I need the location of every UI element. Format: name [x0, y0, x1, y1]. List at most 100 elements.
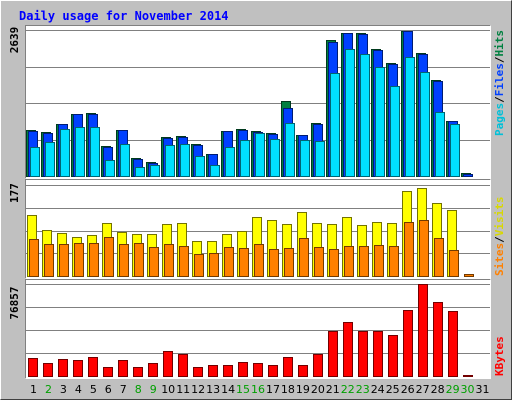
legend-middle: Sites/Visits: [493, 197, 506, 277]
bar-sites-day-1: [29, 239, 39, 277]
bar-pages-day-3: [60, 129, 70, 177]
panel-kbytes: [25, 279, 491, 379]
bar-sites-day-5: [89, 243, 99, 277]
day-label-7: 7: [120, 383, 127, 396]
plot-border-dark: [25, 25, 491, 179]
bar-sites-day-4: [74, 243, 84, 277]
day-label-22: 22: [341, 383, 355, 396]
bar-kbytes-day-28: [433, 302, 443, 377]
day-label-10: 10: [161, 383, 175, 396]
bar-kbytes-day-6: [103, 367, 113, 377]
day-label-2: 2: [45, 383, 52, 396]
day-label-31: 31: [476, 383, 490, 396]
bar-pages-day-24: [375, 67, 385, 177]
bar-kbytes-day-23: [358, 331, 368, 377]
day-label-8: 8: [135, 383, 142, 396]
day-label-25: 25: [386, 383, 400, 396]
bar-kbytes-day-19: [298, 365, 308, 377]
bar-pages-day-6: [105, 160, 115, 177]
bar-kbytes-day-4: [73, 360, 83, 377]
day-label-11: 11: [176, 383, 190, 396]
bar-pages-day-11: [180, 144, 190, 177]
bar-sites-day-11: [179, 246, 189, 277]
legend-pages: Pages: [493, 103, 506, 136]
day-label-26: 26: [401, 383, 415, 396]
day-labels: 1 2 3 4 5 6 7 8 9 10 11 12 13 14 15 16 17 18 19 20 21 22 23 24 2…: [30, 383, 490, 396]
bar-sites-day-3: [59, 244, 69, 277]
day-label-30: 30: [461, 383, 475, 396]
day-label-27: 27: [416, 383, 430, 396]
bar-sites-day-20: [314, 247, 324, 277]
plot-border-dark: [25, 179, 491, 279]
bar-kbytes-day-22: [343, 322, 353, 377]
legend-top: Pages/Files/Hits: [493, 30, 506, 136]
bar-pages-day-13: [210, 165, 220, 177]
bar-sites-day-18: [284, 248, 294, 277]
day-label-14: 14: [221, 383, 235, 396]
bar-kbytes-day-8: [133, 367, 143, 377]
day-label-19: 19: [296, 383, 310, 396]
bar-pages-day-27: [420, 72, 430, 177]
bar-kbytes-day-7: [118, 360, 128, 377]
day-label-1: 1: [30, 383, 37, 396]
bar-pages-day-15: [240, 140, 250, 177]
bar-kbytes-day-16: [253, 363, 263, 377]
day-label-17: 17: [266, 383, 280, 396]
bar-pages-day-12: [195, 156, 205, 177]
bar-sites-day-6: [104, 237, 114, 277]
bar-kbytes-day-11: [178, 354, 188, 377]
bar-pages-day-4: [75, 127, 85, 177]
bar-sites-day-29: [449, 250, 459, 277]
bar-pages-day-1: [30, 147, 40, 177]
max-label-bottom: 76857: [8, 286, 21, 319]
legend-hits: Hits: [493, 30, 506, 57]
legend-separator: /: [493, 56, 506, 63]
bar-kbytes-day-17: [268, 365, 278, 377]
bar-pages-day-26: [405, 57, 415, 177]
bar-kbytes-day-12: [193, 367, 203, 377]
bar-sites-day-15: [239, 248, 249, 277]
bar-kbytes-day-2: [43, 363, 53, 377]
bar-kbytes-day-14: [223, 365, 233, 377]
bar-kbytes-day-24: [373, 331, 383, 377]
bar-sites-day-9: [149, 247, 159, 277]
bar-pages-day-22: [345, 49, 355, 177]
bar-sites-day-8: [134, 243, 144, 277]
bar-kbytes-day-27: [418, 284, 428, 377]
bar-pages-day-20: [315, 141, 325, 177]
plot-border-light: [25, 179, 491, 279]
bar-pages-day-21: [330, 73, 340, 177]
bar-pages-day-17: [270, 139, 280, 177]
legend-sites: Sites: [493, 243, 506, 276]
bar-pages-day-14: [225, 147, 235, 177]
bar-kbytes-day-1: [28, 358, 38, 377]
plot-border-light: [25, 25, 491, 179]
bar-sites-day-7: [119, 244, 129, 277]
panel-pages-files-hits: [25, 25, 491, 179]
bar-sites-day-28: [434, 238, 444, 277]
day-label-29: 29: [446, 383, 460, 396]
bar-pages-day-23: [360, 54, 370, 177]
bar-pages-day-29: [450, 124, 460, 177]
plot-border-light: [25, 279, 491, 379]
legend-kbytes: KBytes: [493, 336, 506, 376]
panel-sites-visits: [25, 179, 491, 279]
legend-visits: Visits: [493, 197, 506, 237]
day-label-24: 24: [371, 383, 385, 396]
max-label-top: 2639: [8, 27, 21, 54]
bar-sites-day-19: [299, 238, 309, 277]
legend-files: Files: [493, 63, 506, 96]
bar-sites-day-14: [224, 247, 234, 277]
day-label-9: 9: [150, 383, 157, 396]
bar-pages-day-5: [90, 127, 100, 177]
bar-files-day-30: [463, 174, 473, 177]
bar-sites-day-12: [194, 254, 204, 277]
bar-sites-day-2: [44, 244, 54, 277]
bar-kbytes-day-30: [463, 375, 473, 377]
bar-sites-day-10: [164, 244, 174, 277]
bar-sites-day-27: [419, 220, 429, 277]
bar-kbytes-day-15: [238, 362, 248, 377]
